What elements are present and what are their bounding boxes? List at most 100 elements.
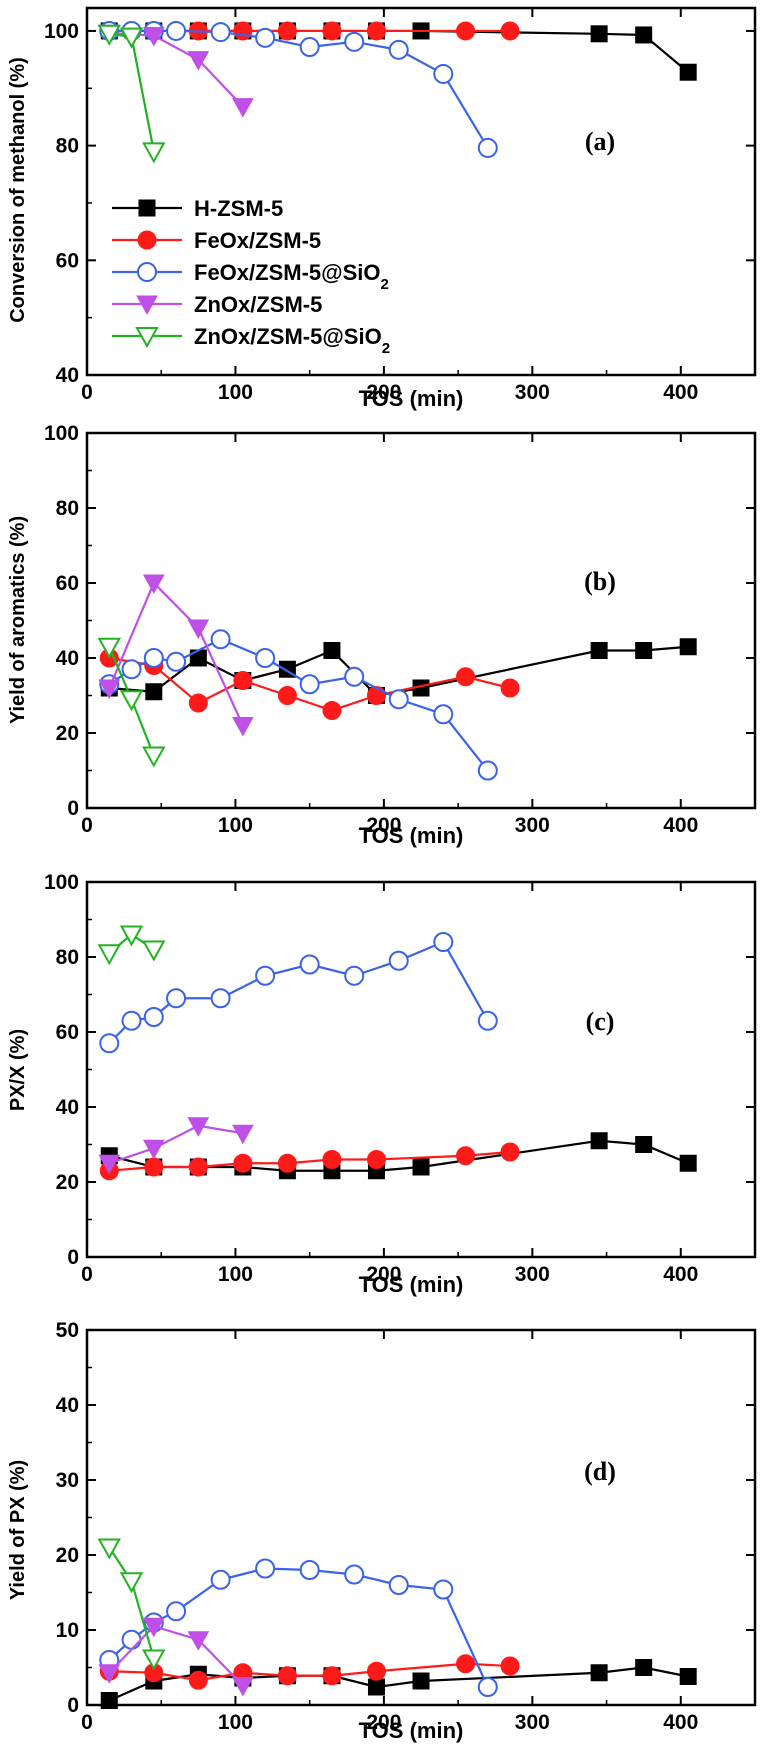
panel-c-frame (85, 880, 757, 1259)
panel-b-point-feox-zsm-5-sio2 (388, 689, 409, 710)
panel-b-xtick-label: 0 (81, 814, 93, 837)
panel-c-line-znox-zsm-5 (108, 1124, 244, 1165)
panel-c-xtick-label: 200 (366, 1263, 401, 1286)
panel-b-ytick-label: 100 (44, 422, 79, 445)
panel-b-point-feox-zsm-5-sio2 (433, 704, 454, 725)
panel-a-legend: H-ZSM-5 FeOx/ZSM-5 FeOx/ZSM-5@SiO2 ZnOx/ZSM… (112, 196, 390, 357)
legend-marker (135, 327, 159, 349)
panel-b-xtick-label: 400 (663, 814, 698, 837)
panel-d-point-znox-zsm-5 (232, 1677, 254, 1697)
panel-d-series-feox-zsm-5 (99, 1654, 520, 1690)
panel-c: 0 100 200 300 400 0 20 40 60 80 100 TOS (min) PX/X (… (7, 871, 757, 1297)
panel-b-point-h-zsm-5 (679, 638, 697, 656)
panel-d-point-feox-zsm-5-sio2 (477, 1677, 498, 1697)
panel-b-point-znox-zsm-5 (142, 574, 165, 595)
legend-label: FeOx/ZSM-5 (194, 228, 321, 253)
panel-b-point-h-zsm-5 (145, 683, 163, 701)
panel-d: 0 100 200 300 400 0 10 20 30 40 50 TOS (min) Yield o… (7, 1319, 757, 1743)
panel-d-point-znox-zsm-5-sio2 (97, 1538, 121, 1560)
panel-a-point-feox-zsm-5-sio2 (255, 27, 276, 48)
panel-b-point-znox-zsm-5 (187, 619, 210, 640)
legend-entry-feox-zsm-5-sio2: FeOx/ZSM-5@SiO2 (112, 260, 389, 293)
panel-d-point-feox-zsm-5-sio2 (344, 1564, 365, 1585)
panel-a-frame (85, 6, 757, 377)
panel-c-point-feox-zsm-5-sio2 (299, 954, 320, 975)
panel-b-ytick-label: 0 (67, 797, 79, 820)
panel-d-ytick-label: 0 (67, 1694, 79, 1717)
legend-marker (138, 199, 156, 217)
panel-d-point-feox-zsm-5-sio2 (255, 1558, 276, 1579)
panel-d-ytick-label: 20 (56, 1544, 79, 1567)
panel-b-point-feox-zsm-5-sio2 (255, 648, 276, 668)
panel-c-point-h-zsm-5 (590, 1132, 608, 1150)
panel-a-point-znox-zsm-5-sio2 (119, 27, 144, 49)
legend-marker (137, 230, 157, 250)
panel-a: 0 100 200 300 400 40 60 80 100 TOS (min) Conversio… (7, 6, 757, 411)
panel-b-series-znox-zsm-5-sio2 (97, 637, 166, 768)
panel-b-point-feox-zsm-5-sio2 (344, 666, 365, 687)
panel-d-ytick-label: 40 (56, 1394, 79, 1417)
panel-c-point-feox-zsm-5-sio2 (99, 1033, 120, 1054)
panel-a-point-znox-zsm-5 (142, 27, 165, 47)
panel-b-point-znox-zsm-5 (98, 679, 121, 700)
legend-label: ZnOx/ZSM-5@SiO2 (194, 324, 390, 357)
panel-c-point-feox-zsm-5 (322, 1150, 342, 1169)
panel-b-line-znox-zsm-5 (108, 581, 244, 726)
panel-d-point-h-zsm-5 (412, 1672, 430, 1690)
panel-d-point-h-zsm-5 (635, 1659, 653, 1676)
panel-b-point-feox-zsm-5 (188, 693, 208, 713)
panel-c-label: (c) (586, 1007, 615, 1036)
panel-a-line-znox-zsm-5-sio2 (109, 32, 155, 152)
legend-subscript: 2 (380, 276, 388, 293)
panel-c-point-feox-zsm-5 (456, 1146, 476, 1166)
legend-marker (137, 262, 157, 282)
panel-d-ytick-label: 30 (56, 1469, 79, 1492)
legend-label: H-ZSM-5 (194, 196, 283, 221)
panel-b-point-feox-zsm-5-sio2 (299, 674, 320, 695)
panel-c-point-feox-zsm-5-sio2 (344, 965, 365, 986)
panel-d-line-feox-zsm-5-sio2 (108, 1567, 489, 1688)
panel-b-point-h-zsm-5 (323, 642, 341, 659)
panel-d-point-feox-zsm-5 (188, 1670, 208, 1690)
panel-a-xtick-label: 200 (366, 381, 401, 404)
panel-a-xtick-label: 400 (663, 381, 698, 404)
panel-b: 0 100 200 300 400 0 20 40 60 80 100 TOS (min) Yield … (7, 422, 757, 848)
panel-c-xtick-label: 100 (218, 1263, 253, 1286)
panel-c-point-feox-zsm-5-sio2 (388, 950, 409, 971)
panel-c-point-feox-zsm-5-sio2 (255, 965, 276, 986)
legend-marker (136, 295, 158, 316)
panel-c-point-h-zsm-5 (412, 1158, 430, 1176)
panel-d-point-feox-zsm-5 (456, 1654, 476, 1674)
panel-b-point-feox-zsm-5 (322, 701, 342, 720)
panel-d-xtick-label: 300 (515, 1711, 550, 1734)
panel-a-point-feox-zsm-5-sio2 (477, 137, 498, 158)
panel-d-point-h-zsm-5 (679, 1668, 697, 1685)
panel-d-frame (85, 1328, 757, 1707)
panel-b-frame (85, 431, 757, 810)
panel-d-point-znox-zsm-5-sio2 (142, 1649, 166, 1671)
panel-c-series-znox-zsm-5-sio2 (97, 925, 166, 966)
panel-a-point-h-zsm-5 (679, 63, 697, 81)
panel-c-point-h-zsm-5 (635, 1136, 653, 1153)
panel-a-xtick-label: 300 (515, 381, 550, 404)
legend-entry-feox-zsm-5: FeOx/ZSM-5 (112, 228, 321, 253)
panel-b-point-feox-zsm-5-sio2 (477, 760, 498, 781)
panel-b-series-znox-zsm-5 (98, 574, 254, 737)
panel-a-point-feox-zsm-5 (277, 21, 297, 41)
panel-c-point-znox-zsm-5-sio2 (97, 944, 121, 966)
panel-c-point-feox-zsm-5 (233, 1153, 253, 1173)
panel-a-point-feox-zsm-5-sio2 (210, 22, 231, 43)
panel-c-point-feox-zsm-5-sio2 (477, 1010, 498, 1031)
panel-d-point-znox-zsm-5 (187, 1631, 210, 1651)
panel-d-point-feox-zsm-5-sio2 (166, 1601, 187, 1622)
panel-a-point-feox-zsm-5 (366, 21, 386, 41)
panel-b-ytick-label: 60 (56, 572, 79, 595)
panel-a-point-h-zsm-5 (635, 26, 653, 44)
panel-d-point-znox-zsm-5-sio2 (119, 1572, 144, 1594)
panel-c-point-feox-zsm-5 (277, 1153, 297, 1173)
panel-d-point-feox-zsm-5 (277, 1666, 297, 1686)
panel-c-ytick-label: 0 (67, 1246, 79, 1269)
panel-c-ytick-label: 80 (56, 946, 79, 969)
panel-c-series-feox-zsm-5 (99, 1142, 520, 1181)
panel-a-series-znox-zsm-5-sio2 (97, 24, 166, 164)
